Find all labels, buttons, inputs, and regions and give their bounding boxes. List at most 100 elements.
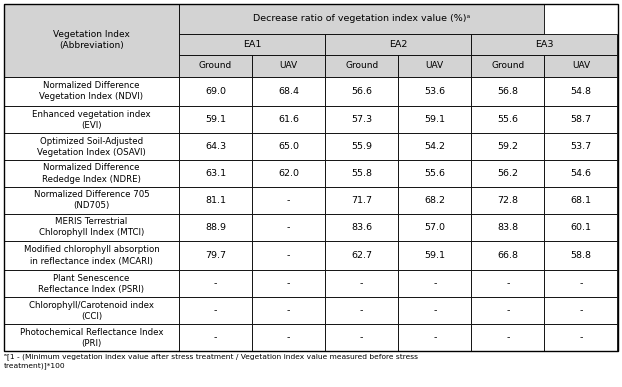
Bar — [398, 297, 471, 324]
Text: -: - — [360, 333, 363, 342]
Bar — [179, 133, 252, 160]
Text: ᵃ[1 - (Minimum vegetation index value after stress treatment / Vegetation index : ᵃ[1 - (Minimum vegetation index value af… — [4, 353, 418, 360]
Bar — [398, 160, 471, 187]
Bar — [4, 297, 179, 324]
Bar — [325, 324, 398, 351]
Text: MERIS Terrestrial
Chlorophyll Index (MTCI): MERIS Terrestrial Chlorophyll Index (MTC… — [39, 217, 144, 237]
Text: -: - — [287, 223, 290, 232]
Bar — [325, 133, 398, 160]
Text: Decrease ratio of vegetation index value (%)ᵃ: Decrease ratio of vegetation index value… — [253, 14, 470, 23]
Text: Normalized Difference
Rededge Index (NDRE): Normalized Difference Rededge Index (NDR… — [42, 163, 141, 183]
Text: 66.8: 66.8 — [497, 251, 518, 260]
Text: -: - — [287, 251, 290, 260]
Bar — [398, 241, 471, 270]
Text: -: - — [287, 333, 290, 342]
Bar — [179, 55, 252, 77]
Text: -: - — [579, 333, 583, 342]
Text: 63.1: 63.1 — [205, 169, 226, 178]
Text: Enhanced vegetation index
(EVI): Enhanced vegetation index (EVI) — [32, 110, 151, 130]
Bar — [252, 106, 325, 133]
Bar — [252, 187, 325, 214]
Text: 55.8: 55.8 — [351, 169, 372, 178]
Text: EA3: EA3 — [535, 40, 554, 49]
Bar — [252, 133, 325, 160]
Bar — [252, 297, 325, 324]
Bar — [325, 34, 471, 55]
Text: 53.6: 53.6 — [424, 87, 445, 96]
Bar — [325, 106, 398, 133]
Bar — [179, 214, 252, 241]
Text: 69.0: 69.0 — [205, 87, 226, 96]
Bar — [4, 160, 179, 187]
Text: treatment)]*100: treatment)]*100 — [4, 362, 66, 369]
Text: 56.8: 56.8 — [497, 87, 518, 96]
Bar — [179, 4, 544, 34]
Bar — [179, 106, 252, 133]
Text: 54.6: 54.6 — [570, 169, 592, 178]
Bar — [252, 214, 325, 241]
Text: Ground: Ground — [345, 62, 378, 70]
Bar — [398, 324, 471, 351]
Bar — [252, 160, 325, 187]
Bar — [4, 241, 179, 270]
Bar — [544, 324, 618, 351]
Bar — [398, 106, 471, 133]
Bar — [252, 77, 325, 106]
Text: Normalized Difference
Vegetation Index (NDVI): Normalized Difference Vegetation Index (… — [39, 81, 144, 101]
Bar — [325, 214, 398, 241]
Bar — [544, 187, 618, 214]
Text: 57.3: 57.3 — [351, 115, 372, 124]
Text: 59.1: 59.1 — [424, 251, 445, 260]
Text: 58.8: 58.8 — [570, 251, 592, 260]
Text: 68.1: 68.1 — [570, 196, 592, 205]
Text: -: - — [360, 279, 363, 288]
Text: Modified chlorophyll absorption
in reflectance index (MCARI): Modified chlorophyll absorption in refle… — [24, 245, 159, 265]
Bar — [252, 55, 325, 77]
Bar — [544, 241, 618, 270]
Bar — [4, 106, 179, 133]
Bar — [544, 133, 618, 160]
Bar — [179, 270, 252, 297]
Text: 71.7: 71.7 — [351, 196, 372, 205]
Text: 68.4: 68.4 — [278, 87, 299, 96]
Text: -: - — [506, 279, 509, 288]
Bar — [179, 324, 252, 351]
Bar — [179, 77, 252, 106]
Bar — [544, 106, 618, 133]
Text: -: - — [214, 279, 217, 288]
Text: 81.1: 81.1 — [205, 196, 226, 205]
Bar — [471, 106, 544, 133]
Bar — [471, 160, 544, 187]
Bar — [544, 77, 618, 106]
Text: Vegetation Index
(Abbreviation): Vegetation Index (Abbreviation) — [53, 30, 130, 50]
Text: -: - — [214, 306, 217, 315]
Bar — [544, 160, 618, 187]
Text: 54.2: 54.2 — [424, 142, 445, 151]
Bar — [471, 77, 544, 106]
Bar — [398, 55, 471, 77]
Text: -: - — [433, 306, 437, 315]
Text: 59.1: 59.1 — [205, 115, 226, 124]
Text: Normalized Difference 705
(ND705): Normalized Difference 705 (ND705) — [34, 190, 149, 211]
Text: 56.2: 56.2 — [497, 169, 518, 178]
Text: 72.8: 72.8 — [497, 196, 518, 205]
Bar — [471, 55, 544, 77]
Bar — [179, 297, 252, 324]
Text: 55.6: 55.6 — [424, 169, 445, 178]
Text: 61.6: 61.6 — [278, 115, 299, 124]
Bar — [471, 133, 544, 160]
Bar — [4, 187, 179, 214]
Text: -: - — [433, 279, 437, 288]
Text: 56.6: 56.6 — [351, 87, 372, 96]
Text: 62.7: 62.7 — [351, 251, 372, 260]
Bar — [325, 55, 398, 77]
Bar — [325, 160, 398, 187]
Text: -: - — [579, 306, 583, 315]
Bar — [4, 133, 179, 160]
Text: -: - — [287, 196, 290, 205]
Bar — [179, 241, 252, 270]
Text: -: - — [506, 306, 509, 315]
Text: 53.7: 53.7 — [570, 142, 592, 151]
Text: Ground: Ground — [491, 62, 524, 70]
Text: 65.0: 65.0 — [278, 142, 299, 151]
